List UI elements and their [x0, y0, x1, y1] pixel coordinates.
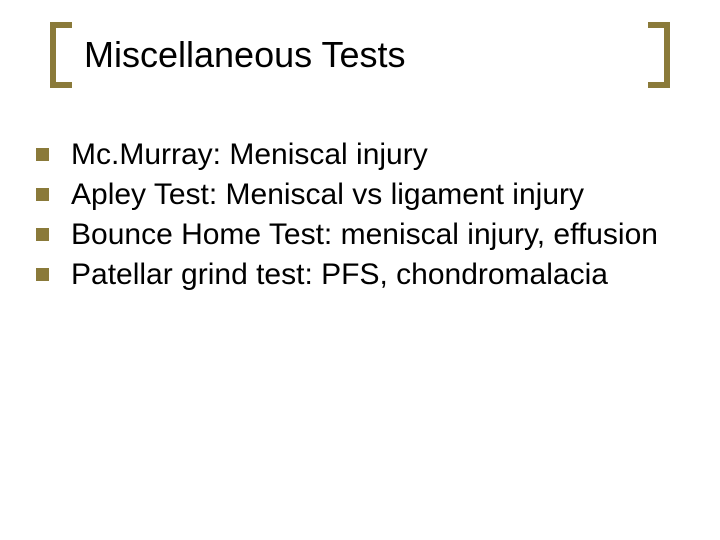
- list-item: Apley Test: Meniscal vs ligament injury: [36, 176, 696, 214]
- square-bullet-icon: [36, 228, 49, 241]
- right-bracket-icon: [648, 22, 670, 88]
- title-container: Miscellaneous Tests: [50, 22, 670, 92]
- left-bracket-icon: [50, 22, 72, 88]
- square-bullet-icon: [36, 148, 49, 161]
- list-item-text: Bounce Home Test: meniscal injury, effus…: [71, 216, 658, 254]
- list-item: Mc.Murray: Meniscal injury: [36, 136, 696, 174]
- slide: Miscellaneous Tests Mc.Murray: Meniscal …: [0, 0, 720, 540]
- list-item: Bounce Home Test: meniscal injury, effus…: [36, 216, 696, 254]
- slide-title: Miscellaneous Tests: [84, 34, 406, 76]
- list-item-text: Patellar grind test: PFS, chondromalacia: [71, 256, 608, 294]
- list-item-text: Apley Test: Meniscal vs ligament injury: [71, 176, 584, 214]
- list-item-text: Mc.Murray: Meniscal injury: [71, 136, 428, 174]
- square-bullet-icon: [36, 188, 49, 201]
- list-item: Patellar grind test: PFS, chondromalacia: [36, 256, 696, 294]
- bullet-list: Mc.Murray: Meniscal injury Apley Test: M…: [36, 136, 696, 296]
- square-bullet-icon: [36, 268, 49, 281]
